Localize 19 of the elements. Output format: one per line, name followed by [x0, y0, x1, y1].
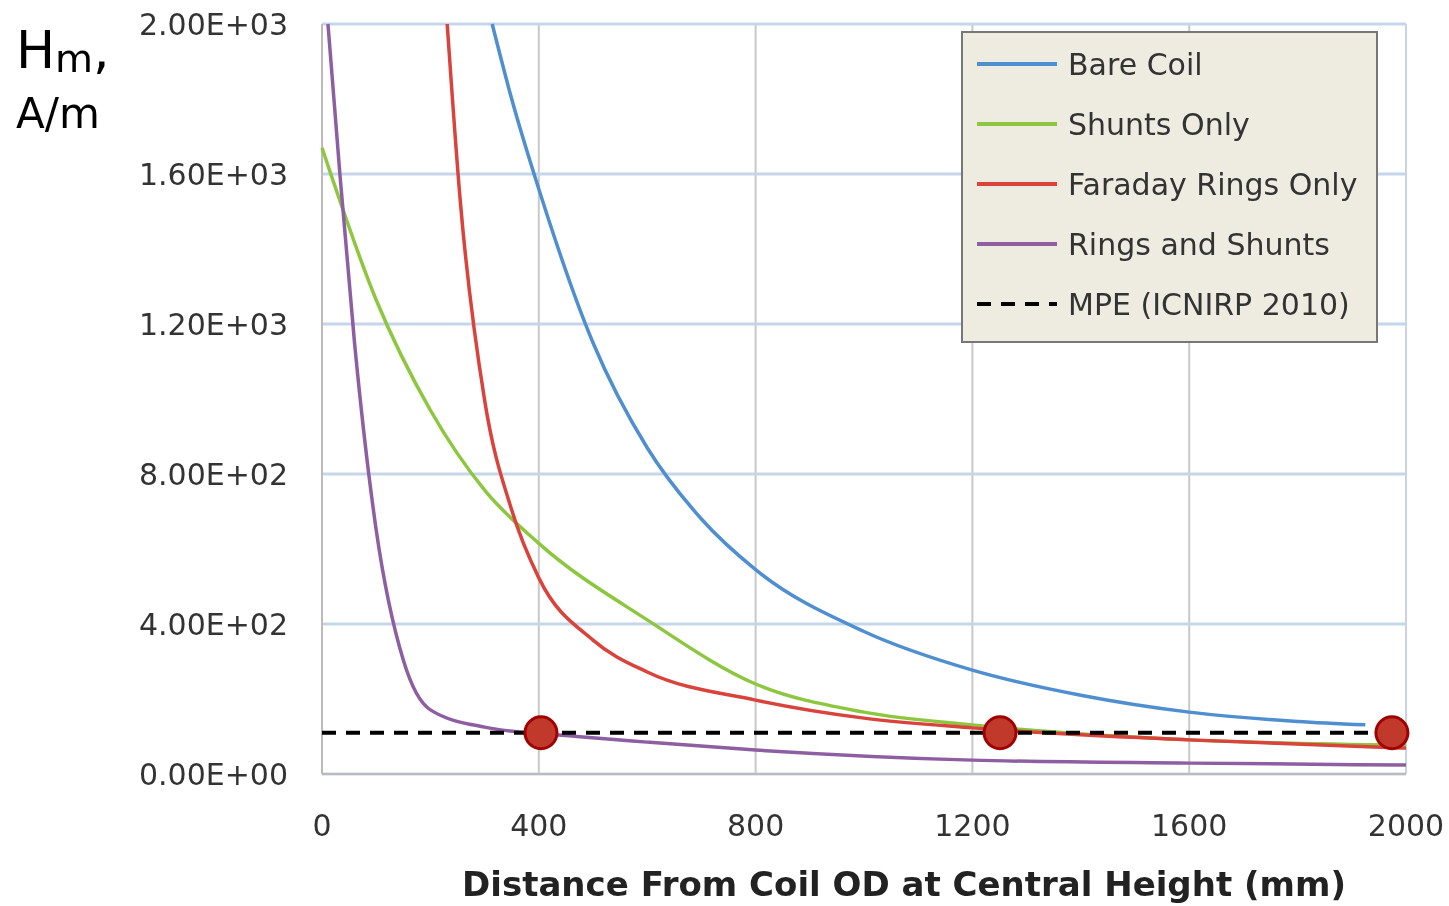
x-tick-label: 800 [726, 808, 785, 843]
y-tick-label: 4.00E+02 [138, 606, 288, 642]
x-tick-label: 1600 [1151, 808, 1228, 843]
y-tick-label: 8.00E+02 [138, 456, 288, 492]
y-tick-label: 1.60E+03 [138, 156, 288, 192]
y-axis-title: H$_{m}$, A/m [16, 20, 110, 138]
x-tick-label: 0 [312, 808, 332, 843]
y-tick-label: 2.00E+03 [138, 6, 288, 42]
x-tick-label: 2000 [1367, 808, 1445, 843]
legend-label: Shunts Only [1068, 106, 1250, 142]
legend-label: Faraday Rings Only [1068, 166, 1358, 202]
x-axis-title: Distance From Coil OD at Central Height (mm) [462, 864, 1346, 904]
y-tick-label: 0.00E+00 [138, 756, 288, 792]
legend-label: Rings and Shunts [1068, 226, 1330, 262]
y-tick-label: 1.20E+03 [138, 306, 288, 342]
x-tick-label: 1200 [934, 808, 1011, 843]
legend-label: MPE (ICNIRP 2010) [1068, 286, 1350, 322]
legend-label: Bare Coil [1068, 46, 1203, 82]
x-tick-label: 400 [510, 808, 568, 843]
